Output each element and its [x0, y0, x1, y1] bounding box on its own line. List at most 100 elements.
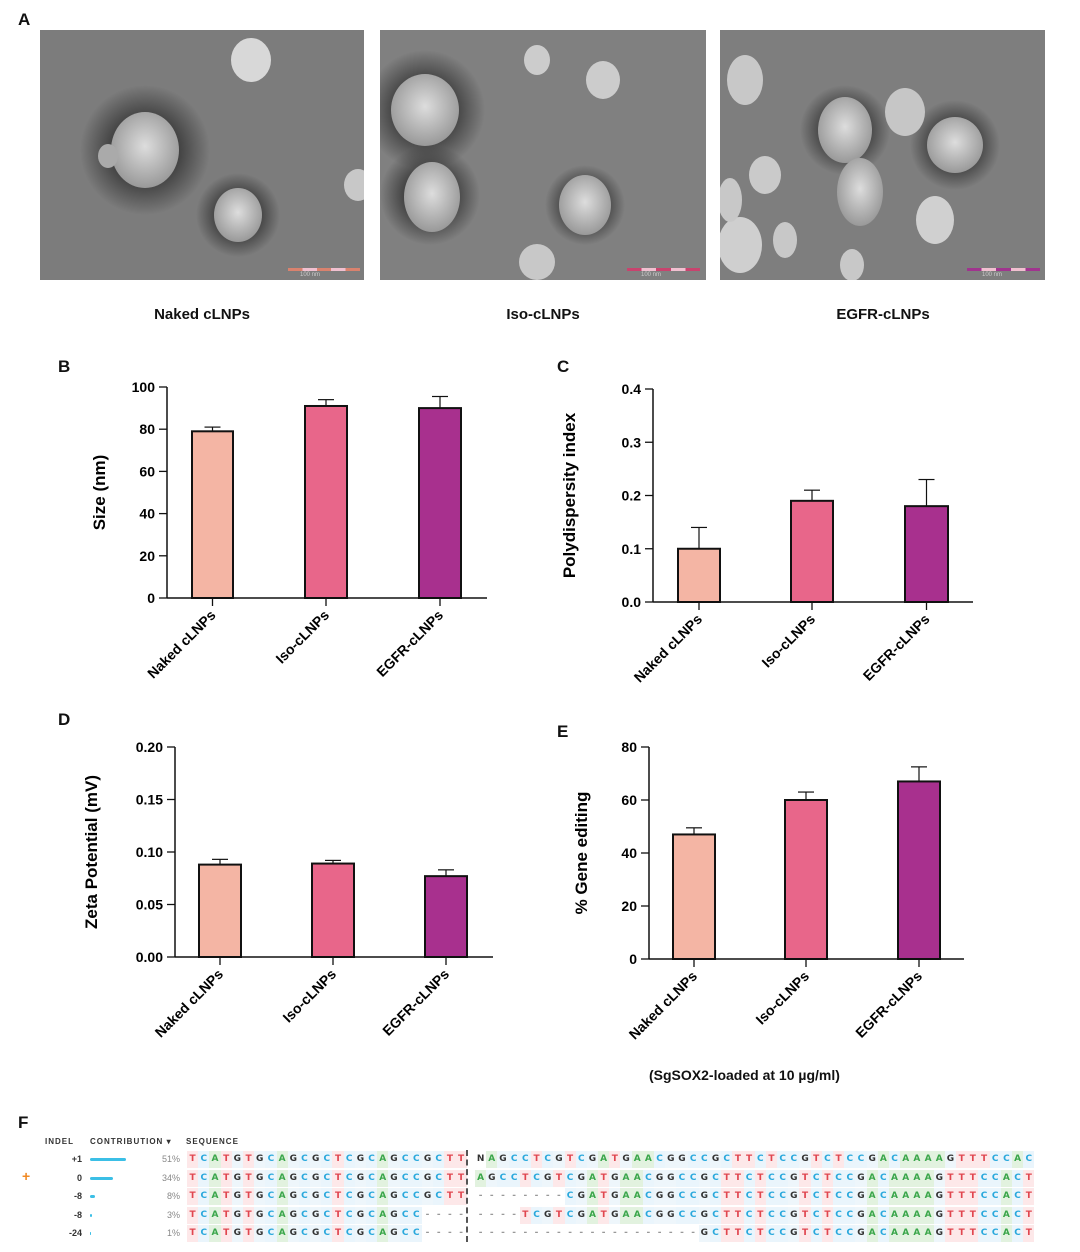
base: -	[601, 1228, 606, 1238]
x-tick-label: EGFR-cLNPs	[852, 968, 925, 1041]
base: -	[612, 1228, 617, 1238]
base: G	[231, 1151, 243, 1168]
panel-d-letter: D	[58, 710, 71, 729]
tem-image-egfr	[720, 30, 1045, 280]
x-tick-label: Iso-cLNPs	[279, 966, 339, 1026]
base: C	[198, 1206, 210, 1224]
panel-c-letter: C	[557, 357, 570, 376]
base: G	[788, 1169, 800, 1187]
base: -	[545, 1228, 550, 1238]
base: A	[922, 1206, 934, 1224]
base: G	[933, 1225, 945, 1242]
base: C	[877, 1225, 889, 1242]
indel-row[interactable]: -8 8% T C A T G T G C A G C G C T C G C A G C C G C T T - - - - - - - - C G A…	[0, 1188, 1080, 1205]
base: T	[799, 1225, 811, 1242]
base: T	[187, 1188, 199, 1205]
base: T	[519, 1169, 531, 1187]
indel-row[interactable]: +1 51% T C A T G T G C A G C G C T C G C A G C C G C T T N A G C C T C G T C…	[0, 1151, 1080, 1168]
base: T	[1023, 1225, 1035, 1242]
base: C	[833, 1206, 845, 1224]
base: C	[765, 1188, 778, 1205]
base: C	[833, 1225, 845, 1242]
base: C	[564, 1188, 576, 1205]
base: G	[788, 1188, 800, 1205]
base: A	[866, 1188, 878, 1205]
y-tick-label: 0.3	[622, 434, 642, 450]
base: A	[631, 1188, 643, 1205]
indel-row[interactable]: +0 34% T C A T G T G C A G C G C T C G C A G C C G C T T A G C C T C G T C G…	[0, 1167, 1080, 1187]
indel-value: +1	[71, 1154, 82, 1164]
tem-image-iso	[380, 30, 706, 280]
base: T	[242, 1169, 255, 1187]
base: C	[519, 1151, 531, 1168]
base: T	[956, 1206, 968, 1224]
y-tick-label: 0.0	[622, 594, 642, 610]
base: T	[799, 1206, 811, 1224]
y-tick-label: 80	[621, 739, 637, 755]
base: -	[448, 1228, 452, 1238]
base: G	[855, 1225, 867, 1242]
base: T	[220, 1188, 232, 1205]
base: T	[754, 1188, 766, 1205]
base: C	[564, 1169, 576, 1187]
panel-b-letter: B	[58, 357, 71, 376]
base: A	[209, 1169, 221, 1187]
base: T	[564, 1151, 576, 1168]
base: T	[956, 1188, 968, 1205]
base: T	[732, 1169, 744, 1187]
x-tick-label: EGFR-cLNPs	[373, 607, 446, 680]
base: A	[620, 1206, 632, 1224]
base: T	[187, 1206, 199, 1224]
y-axis-label: % Gene editing	[572, 792, 591, 915]
base: G	[388, 1169, 400, 1187]
base: G	[542, 1206, 554, 1224]
contribution-bar	[90, 1176, 113, 1180]
base: T	[187, 1225, 199, 1242]
base: G	[665, 1169, 677, 1187]
base: C	[709, 1188, 722, 1205]
indel-row[interactable]: -24 1% T C A T G T G C A G C G C T C G C A G C C - - - - - - - - - - - - - -…	[0, 1225, 1080, 1242]
base: T	[721, 1188, 733, 1205]
base: C	[777, 1188, 789, 1205]
reference-marker-icon: +	[22, 1167, 31, 1184]
base: G	[421, 1169, 434, 1187]
base: C	[497, 1169, 509, 1187]
base: T	[242, 1206, 255, 1224]
y-tick-label: 60	[139, 463, 155, 479]
base: T	[967, 1151, 979, 1168]
base: G	[933, 1206, 945, 1224]
indel-row[interactable]: -8 3% T C A T G T G C A G C G C T C G C A G C C - - - - - - - - T C G T C G A…	[0, 1206, 1080, 1224]
base: -	[512, 1191, 517, 1201]
base: C	[978, 1206, 990, 1224]
base: T	[609, 1151, 621, 1168]
sort-down-icon[interactable]: ▾	[166, 1137, 172, 1146]
base: G	[788, 1206, 800, 1224]
scale-bar-naked	[288, 268, 360, 271]
base: C	[343, 1151, 355, 1168]
base: A	[900, 1169, 912, 1187]
base: C	[433, 1151, 445, 1168]
contribution-header[interactable]: CONTRIBUTION ▾	[90, 1137, 172, 1146]
base: A	[922, 1225, 934, 1242]
base: C	[765, 1206, 778, 1224]
base: G	[698, 1188, 710, 1205]
indel-header[interactable]: INDEL	[45, 1137, 74, 1146]
indel-value: 0	[76, 1172, 82, 1183]
y-tick-label: 100	[132, 379, 156, 395]
y-tick-label: 0.10	[136, 844, 163, 860]
base: T	[220, 1169, 232, 1187]
base: G	[855, 1169, 867, 1187]
base: C	[530, 1206, 543, 1224]
base: G	[866, 1151, 878, 1168]
base: A	[911, 1206, 923, 1224]
base: A	[888, 1169, 901, 1187]
base: G	[665, 1206, 677, 1224]
y-tick-label: 0.05	[136, 897, 163, 913]
base: C	[298, 1151, 311, 1168]
tem-micrograph	[380, 30, 706, 280]
base: C	[989, 1169, 1001, 1187]
y-tick-label: 0.1	[622, 541, 642, 557]
base: T	[455, 1151, 467, 1168]
x-tick-label: Naked cLNPs	[631, 611, 706, 686]
